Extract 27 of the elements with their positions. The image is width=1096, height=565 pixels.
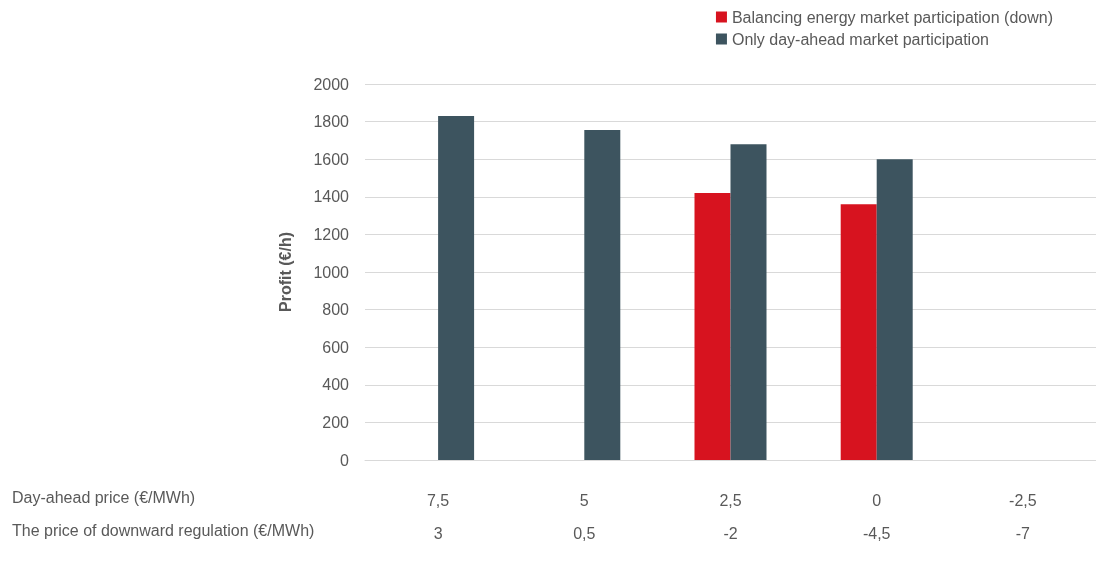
y-tick-label: 800 xyxy=(322,301,350,319)
x-tick-label: -2,5 -7 xyxy=(1009,492,1037,542)
x-tick-label: 0 -4,5 xyxy=(862,492,891,542)
bar xyxy=(438,115,475,460)
y-tick-label: 2000 xyxy=(313,75,350,93)
y-tick-label: 400 xyxy=(322,376,350,394)
y-tick-label: 200 xyxy=(322,413,350,431)
y-tick-label: 1200 xyxy=(313,225,350,243)
text: Day-ahead price (€/MWh) xyxy=(12,488,196,506)
x-tick-label: 7,5 3 xyxy=(426,492,450,542)
y-tick-label: 1600 xyxy=(313,150,350,168)
bar xyxy=(584,130,621,460)
x-tick-label: 2,5 -2 xyxy=(719,492,742,542)
y-tick-label: 1400 xyxy=(313,188,350,206)
y-tick-label: 0 xyxy=(340,451,350,469)
bar xyxy=(876,159,913,460)
y-axis-title: Profit (€/h) xyxy=(276,232,294,312)
legend-label: Only day-ahead market participation xyxy=(731,30,989,48)
bar xyxy=(694,193,731,460)
legend-label: Balancing energy market participation (down) xyxy=(731,8,1054,26)
y-tick-label: 1000 xyxy=(313,263,350,281)
y-tick-label: 1800 xyxy=(313,113,350,131)
bar xyxy=(840,204,877,460)
y-tick-label: 600 xyxy=(322,338,350,356)
text: The price of downward regulation (€/MWh) xyxy=(12,521,315,539)
bar xyxy=(730,144,767,460)
x-tick-label: 5 0,5 xyxy=(573,492,596,542)
